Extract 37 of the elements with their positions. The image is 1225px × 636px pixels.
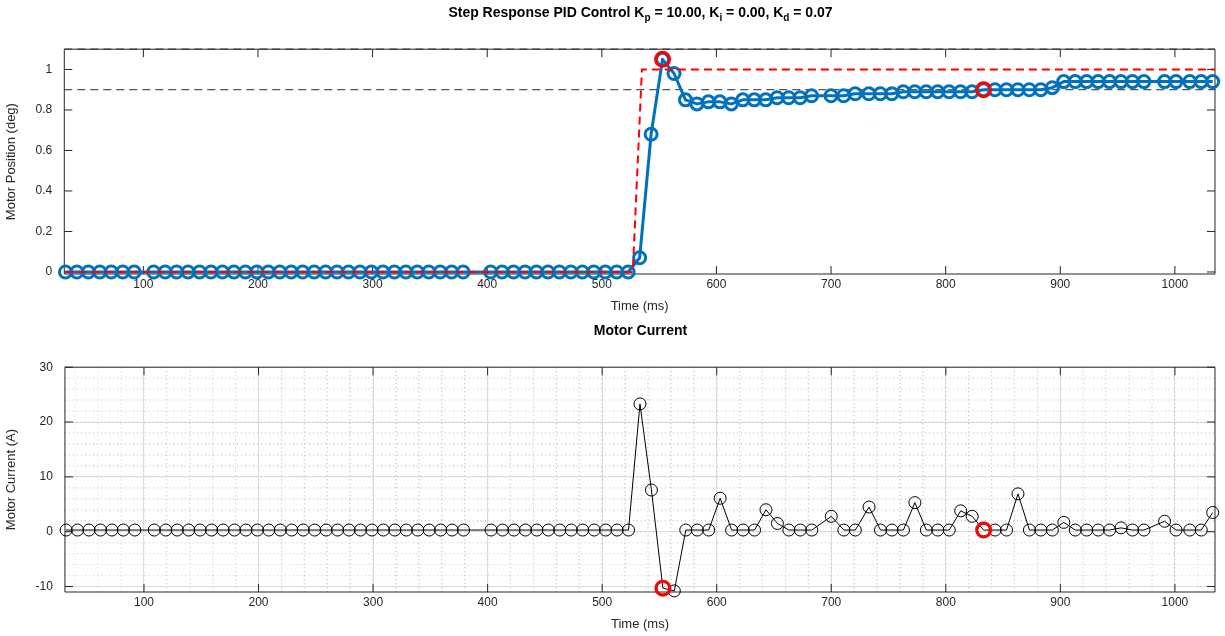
x-tick-label: 300 bbox=[362, 276, 383, 291]
x-tick-label: 200 bbox=[247, 276, 269, 291]
x-tick-label: 100 bbox=[133, 594, 155, 609]
x-tick-label: 800 bbox=[935, 594, 957, 609]
x-tick-label: 500 bbox=[592, 594, 613, 609]
x-tick-label: 1000 bbox=[1161, 594, 1189, 609]
chart-title: Motor Current bbox=[592, 322, 689, 338]
y-tick-label: -10 bbox=[35, 578, 54, 593]
x-tick-label: 700 bbox=[821, 276, 842, 291]
chart-title: Step Response PID Control K$_{p}$ = 10.00, K$_{i}$ = 0.00, K$_{d}$ = 0.07 bbox=[447, 4, 834, 23]
y-tick-label: 0.2 bbox=[35, 223, 53, 238]
y-tick-label: 1 bbox=[45, 61, 53, 76]
x-axis-title: Time (ms) bbox=[610, 615, 669, 631]
x-tick-label: 600 bbox=[706, 594, 728, 609]
x-tick-label: 500 bbox=[591, 276, 613, 291]
y-tick-label: 0.6 bbox=[35, 142, 53, 157]
x-tick-label: 400 bbox=[477, 594, 498, 609]
y-tick-label: 0 bbox=[45, 264, 53, 279]
y-tick-label: 0 bbox=[46, 524, 54, 538]
x-tick-label: 1000 bbox=[1161, 276, 1189, 291]
x-tick-label: 800 bbox=[935, 276, 956, 291]
y-tick-label: 20 bbox=[39, 414, 54, 429]
x-tick-label: 200 bbox=[248, 594, 269, 609]
x-tick-label: 100 bbox=[133, 276, 154, 291]
y-axis-title: Motor Position (deg) bbox=[3, 103, 19, 221]
y-tick-label: 30 bbox=[39, 359, 54, 374]
x-tick-label: 400 bbox=[477, 276, 498, 291]
y-axis-title: Motor Current (A) bbox=[3, 429, 19, 531]
x-tick-label: 300 bbox=[363, 594, 384, 609]
x-axis-title: Time (ms) bbox=[610, 297, 669, 313]
x-tick-label: 600 bbox=[706, 276, 727, 291]
x-tick-label: 900 bbox=[1050, 276, 1071, 291]
x-tick-label: 900 bbox=[1050, 594, 1071, 609]
y-tick-label: 0.8 bbox=[35, 102, 53, 117]
y-tick-label: 10 bbox=[39, 469, 54, 484]
y-tick-label: 0.4 bbox=[35, 183, 53, 198]
x-tick-label: 700 bbox=[821, 594, 842, 609]
